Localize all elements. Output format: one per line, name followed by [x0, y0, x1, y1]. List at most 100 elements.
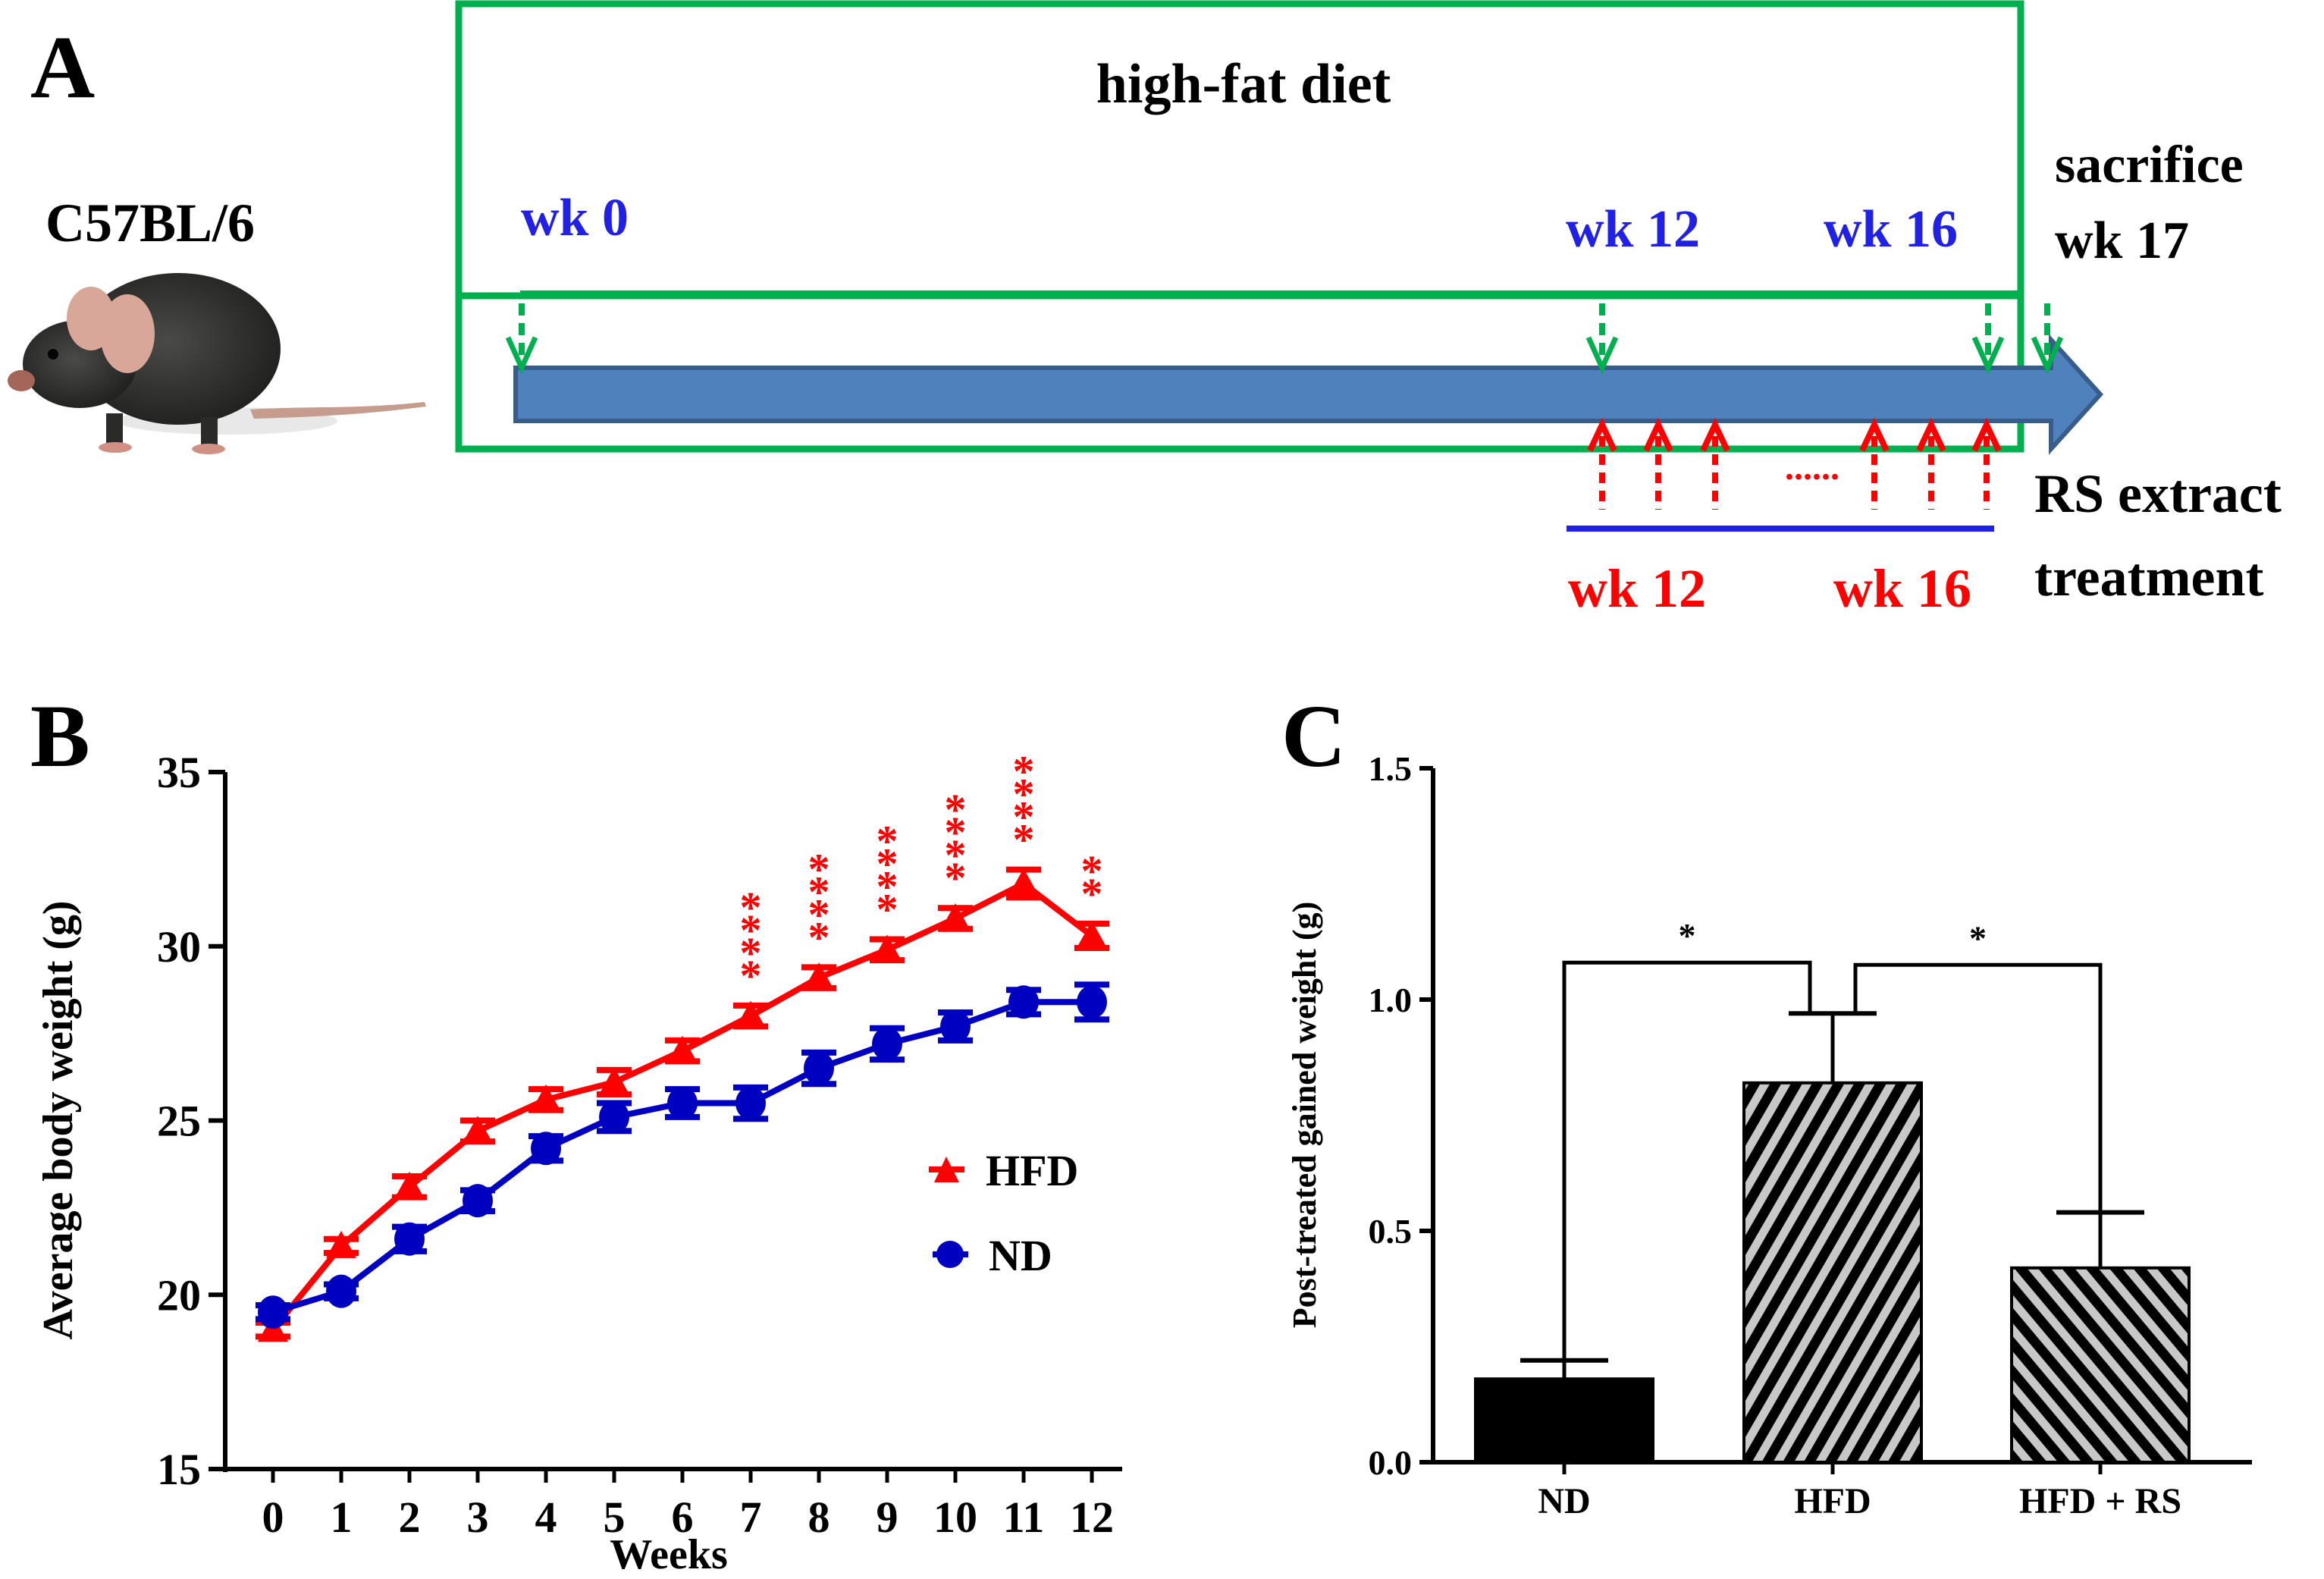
b-point-nd [1008, 985, 1039, 1019]
legend-item-nd: ND [933, 1231, 1052, 1280]
c-y-tick-label: 0.0 [1369, 1443, 1413, 1482]
b-x-tick-label: 3 [467, 1493, 489, 1542]
b-annotations: ********************** [740, 747, 1103, 1000]
b-significance-star: * [808, 912, 830, 962]
b-point-nd [258, 1295, 288, 1329]
b-significance-star: * [808, 844, 830, 893]
red-up-arrows [1587, 417, 2002, 510]
b-point-hfd [599, 1066, 629, 1094]
red-arrowhead-icon [1700, 417, 1730, 452]
b-point-hfd [1008, 868, 1039, 896]
b-significance-star: * [945, 853, 967, 903]
b-significance-star: * [877, 862, 899, 912]
c-x-tick-label: HFD + RS [2019, 1481, 2181, 1521]
b-point-hfd [940, 903, 971, 931]
c-bar [2010, 1266, 2191, 1464]
panel-label-a: A [30, 17, 95, 117]
b-x-axis-label: Weeks [610, 1531, 728, 1578]
b-x-tick-label: 5 [604, 1493, 626, 1542]
triangle-marker-icon [934, 1157, 959, 1182]
b-x-tick-label: 4 [535, 1493, 557, 1542]
b-x-tick-label: 9 [877, 1493, 899, 1542]
b-significance-star: * [808, 867, 830, 916]
green-arrowhead-icon [1585, 336, 1619, 375]
b-x-tick-label: 7 [740, 1493, 762, 1542]
c-y-tick-label: 0.5 [1369, 1212, 1413, 1251]
diet-box-title: high-fat diet [1096, 53, 1391, 115]
c-y-tick-label: 1.0 [1369, 981, 1413, 1019]
b-point-nd [463, 1184, 493, 1218]
c-significance-bracket [1562, 960, 1812, 1361]
legend-item-hfd: HFD [929, 1146, 1078, 1195]
c-significance-star: * [1969, 918, 1987, 957]
b-significance-star: * [1081, 869, 1103, 918]
b-point-nd [531, 1132, 561, 1166]
red-arrowhead-icon [1643, 417, 1673, 452]
b-x-tick-label: 8 [808, 1493, 830, 1542]
sacrifice-label: sacrifice [2055, 136, 2244, 194]
treatment-start-label: wk 12 [1568, 558, 1706, 619]
treatment-end-label: wk 16 [1833, 558, 1971, 619]
red-arrowhead-icon [1587, 417, 1617, 452]
red-arrowhead-icon [1916, 417, 1946, 452]
b-point-hfd [326, 1230, 356, 1258]
b-significance-star: * [740, 951, 762, 1000]
b-point-hfd [463, 1116, 493, 1144]
b-point-nd [1077, 985, 1107, 1019]
b-point-nd [872, 1027, 902, 1061]
b-y-tick-label: 30 [157, 922, 201, 972]
b-point-hfd [394, 1171, 425, 1199]
b-significance-star: * [945, 808, 967, 857]
b-significance-star: * [808, 890, 830, 939]
b-legend: HFD ND [929, 1146, 1078, 1280]
week-label-top-16: wk 16 [1824, 200, 1958, 259]
circle-marker-icon [936, 1241, 964, 1268]
c-x-tick-label: ND [1538, 1481, 1590, 1521]
panel-a-timeline: A C57BL/6 high-fat diet wk 0 wk 12 wk 16… [8, 0, 2282, 619]
b-x-tick-label: 2 [399, 1493, 421, 1542]
b-significance-star: * [1013, 793, 1035, 842]
c-y-tick-label: 1.5 [1369, 749, 1413, 788]
b-point-hfd [872, 934, 902, 962]
green-arrowhead-icon [505, 336, 538, 375]
c-significance-star: * [1679, 916, 1696, 955]
legend-label-hfd: HFD [986, 1146, 1078, 1195]
red-arrowhead-icon [1859, 417, 1890, 452]
b-y-tick-label: 15 [157, 1445, 201, 1494]
b-significance-star: * [877, 840, 899, 889]
c-significance: * * [1562, 916, 2103, 1361]
b-y-tick-label: 35 [157, 748, 201, 797]
b-x-tick-label: 11 [1003, 1493, 1045, 1542]
b-point-hfd [1077, 920, 1107, 948]
panel-label-c: C [1281, 686, 1346, 786]
b-significance-star: * [1013, 770, 1035, 819]
c-x-tick-label: HFD [1794, 1481, 1871, 1521]
b-x-tick-label: 1 [331, 1493, 353, 1542]
b-significance-star: * [740, 928, 762, 978]
c-bar [1742, 1081, 1923, 1464]
b-point-nd [940, 1009, 971, 1044]
b-y-tick-label: 25 [157, 1097, 201, 1146]
treatment-label-line1: RS extract [2034, 463, 2282, 524]
b-x-tick-label: 12 [1070, 1493, 1114, 1542]
b-point-nd [599, 1100, 629, 1134]
treatment-label-line2: treatment [2034, 547, 2264, 607]
week-label-top-0: wk 0 [521, 189, 629, 247]
b-significance-star: * [945, 830, 967, 880]
week-label-top-12: wk 12 [1566, 200, 1700, 259]
green-arrowhead-icon [1971, 336, 2005, 375]
panel-label-b: B [30, 686, 90, 786]
green-down-arrows [505, 303, 2064, 375]
b-x-tick-label: 6 [672, 1493, 694, 1542]
diet-box-frame [455, 0, 2024, 453]
b-point-nd [735, 1086, 766, 1120]
b-significance-star: * [945, 785, 967, 834]
mouse-illustration [8, 273, 426, 454]
b-significance-star: * [877, 817, 899, 866]
sacrifice-week-label: wk 17 [2055, 212, 2189, 270]
b-point-hfd [531, 1084, 561, 1112]
legend-label-nd: ND [989, 1231, 1052, 1280]
